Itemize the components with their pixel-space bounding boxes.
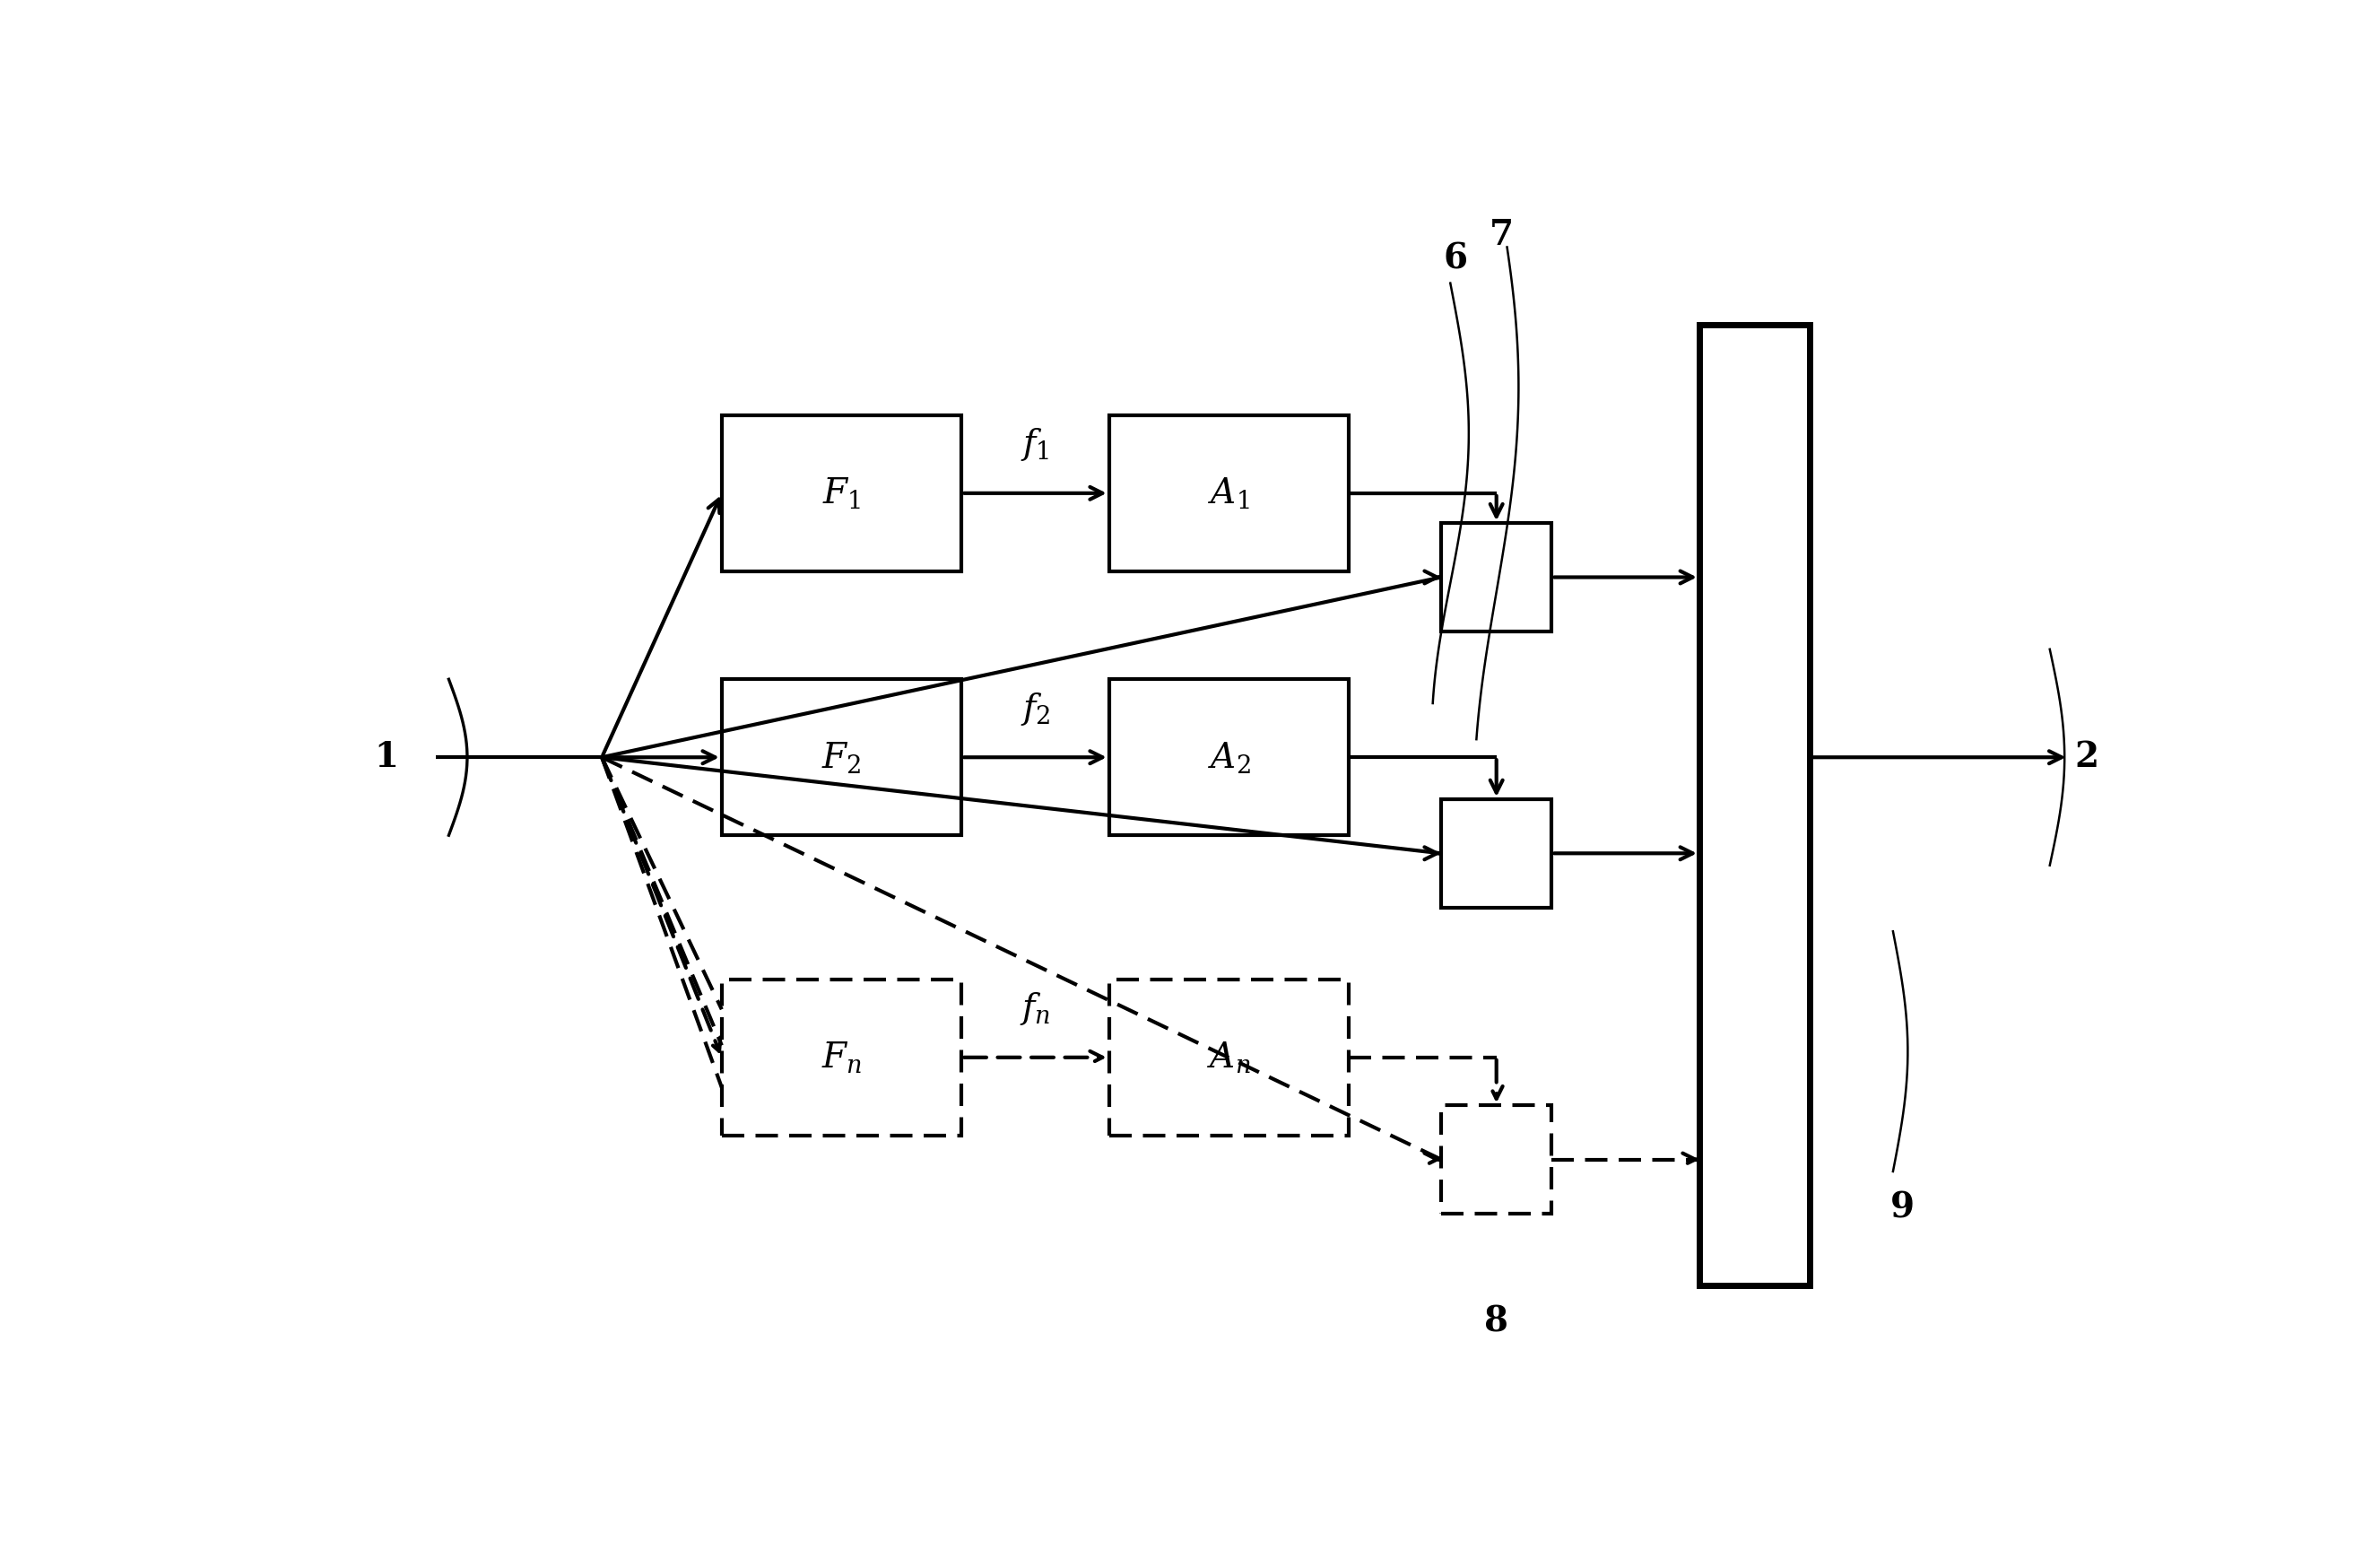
Bar	[721, 979, 962, 1135]
Bar	[721, 680, 962, 836]
Text: $A_2$: $A_2$	[1207, 741, 1250, 775]
Text: 1: 1	[374, 741, 397, 775]
Text: 7: 7	[1490, 218, 1514, 253]
Text: $f_1$: $f_1$	[1021, 427, 1050, 463]
Bar	[1440, 524, 1552, 631]
Text: $f_n$: $f_n$	[1021, 990, 1050, 1027]
Bar	[721, 415, 962, 571]
Text: $f_2$: $f_2$	[1021, 691, 1050, 726]
Text: 2: 2	[2075, 741, 2099, 775]
Text: $F_2$: $F_2$	[821, 741, 862, 775]
Bar	[1440, 800, 1552, 907]
Text: $A_n$: $A_n$	[1207, 1040, 1252, 1074]
Bar	[1109, 415, 1349, 571]
Text: 6: 6	[1445, 242, 1468, 276]
Bar	[1699, 326, 1809, 1286]
Bar	[1109, 680, 1349, 836]
Text: $F_1$: $F_1$	[823, 475, 862, 511]
Bar	[1109, 979, 1349, 1135]
Text: 9: 9	[1890, 1191, 1914, 1224]
Bar	[1440, 1105, 1552, 1213]
Text: $F_n$: $F_n$	[821, 1040, 862, 1074]
Text: $A_1$: $A_1$	[1209, 475, 1250, 511]
Text: 8: 8	[1485, 1305, 1509, 1339]
